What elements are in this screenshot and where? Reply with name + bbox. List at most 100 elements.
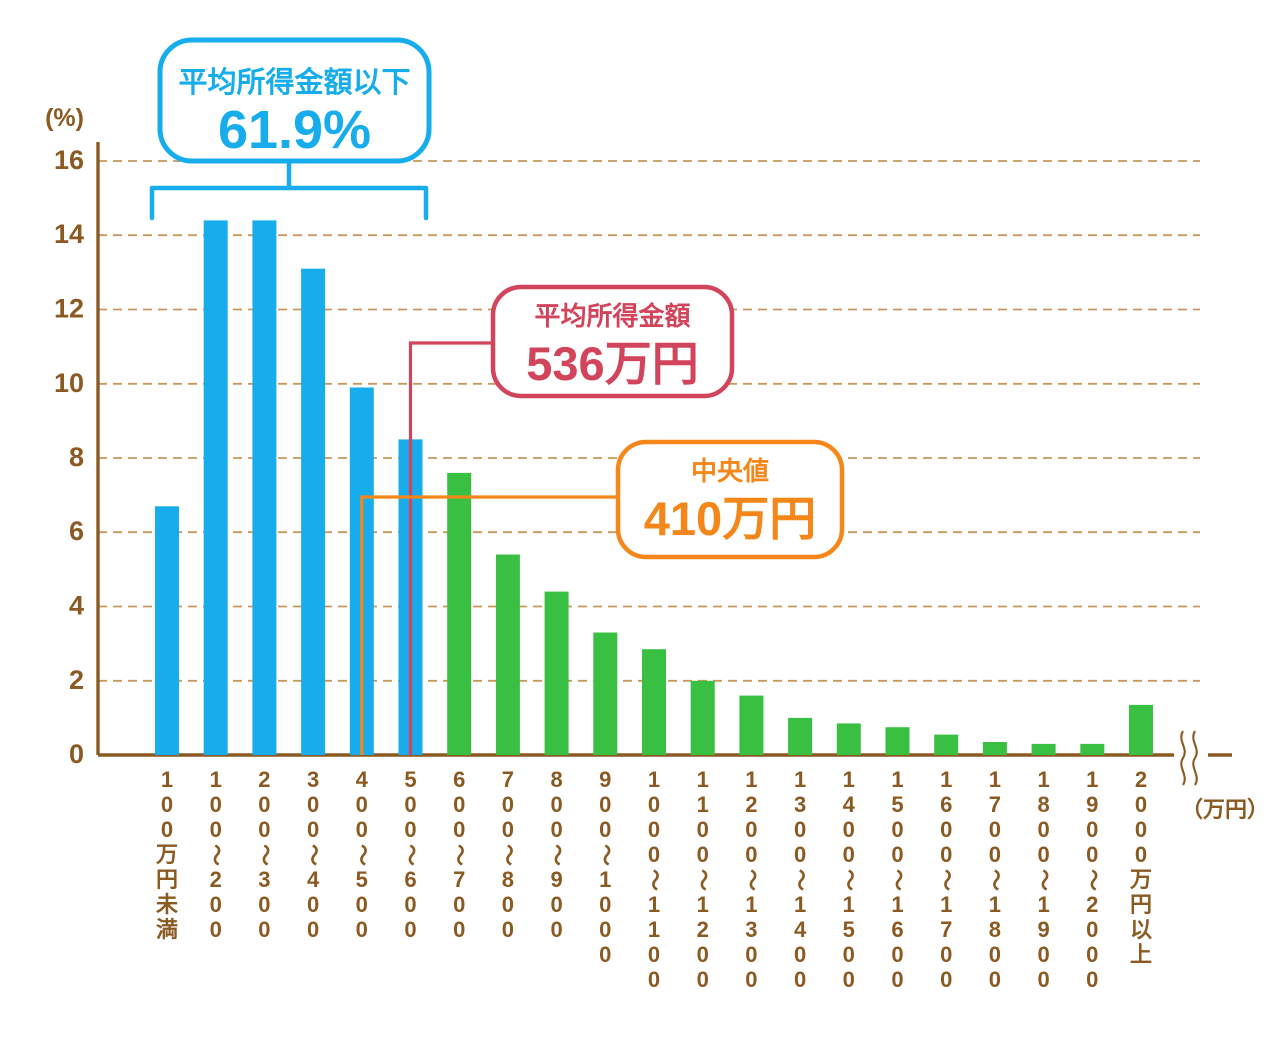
svg-text:〜: 〜 [496, 844, 521, 866]
svg-text:0: 0 [356, 917, 368, 942]
svg-text:0: 0 [940, 842, 952, 867]
svg-text:0: 0 [989, 967, 1001, 992]
svg-text:0: 0 [599, 817, 611, 842]
svg-text:未: 未 [156, 892, 178, 917]
svg-text:満: 満 [156, 917, 178, 942]
svg-text:0: 0 [502, 817, 514, 842]
svg-text:0: 0 [891, 842, 903, 867]
svg-text:〜: 〜 [447, 844, 472, 866]
svg-text:0: 0 [1037, 942, 1049, 967]
svg-text:1: 1 [989, 767, 1001, 792]
svg-text:3: 3 [258, 867, 270, 892]
svg-text:10: 10 [54, 368, 84, 398]
svg-text:5: 5 [843, 917, 855, 942]
svg-text:万: 万 [155, 842, 178, 867]
svg-text:0: 0 [989, 817, 1001, 842]
svg-text:0: 0 [648, 842, 660, 867]
svg-text:0: 0 [453, 792, 465, 817]
svg-text:平均所得金額以下: 平均所得金額以下 [178, 65, 410, 99]
svg-text:〜: 〜 [399, 844, 424, 866]
svg-text:〜: 〜 [301, 844, 326, 866]
svg-text:0: 0 [210, 792, 222, 817]
svg-text:1: 1 [940, 767, 952, 792]
svg-text:1: 1 [891, 892, 903, 917]
svg-text:1: 1 [697, 792, 709, 817]
svg-text:0: 0 [843, 817, 855, 842]
svg-text:9: 9 [599, 767, 611, 792]
svg-text:0: 0 [307, 917, 319, 942]
svg-text:0: 0 [648, 942, 660, 967]
svg-text:〜: 〜 [204, 844, 229, 866]
svg-text:〜: 〜 [739, 869, 764, 891]
svg-text:0: 0 [697, 842, 709, 867]
svg-text:6: 6 [891, 917, 903, 942]
svg-text:〜: 〜 [545, 844, 570, 866]
svg-text:0: 0 [745, 842, 757, 867]
svg-text:0: 0 [648, 792, 660, 817]
svg-text:0: 0 [453, 917, 465, 942]
svg-text:0: 0 [453, 892, 465, 917]
svg-text:7: 7 [502, 767, 514, 792]
svg-text:6: 6 [404, 867, 416, 892]
svg-text:〜: 〜 [1080, 869, 1105, 891]
svg-text:0: 0 [210, 817, 222, 842]
svg-text:1: 1 [1037, 767, 1049, 792]
svg-text:0: 0 [210, 892, 222, 917]
svg-text:0: 0 [697, 942, 709, 967]
svg-text:0: 0 [599, 892, 611, 917]
svg-text:〜: 〜 [934, 869, 959, 891]
svg-text:〜: 〜 [788, 869, 813, 891]
svg-text:0: 0 [843, 942, 855, 967]
svg-text:0: 0 [940, 942, 952, 967]
svg-text:3: 3 [745, 917, 757, 942]
svg-text:1: 1 [648, 917, 660, 942]
svg-text:0: 0 [404, 792, 416, 817]
svg-text:0: 0 [69, 739, 84, 769]
svg-text:0: 0 [356, 892, 368, 917]
svg-text:1: 1 [599, 867, 611, 892]
svg-text:410万円: 410万円 [644, 492, 816, 545]
svg-text:万: 万 [1129, 867, 1152, 892]
svg-text:1: 1 [648, 892, 660, 917]
svg-text:1: 1 [745, 767, 757, 792]
svg-text:8: 8 [69, 442, 84, 472]
svg-text:〜: 〜 [837, 869, 862, 891]
svg-text:3: 3 [794, 792, 806, 817]
svg-text:0: 0 [1037, 967, 1049, 992]
svg-text:1: 1 [843, 767, 855, 792]
svg-text:0: 0 [1135, 792, 1147, 817]
svg-text:0: 0 [794, 842, 806, 867]
svg-text:0: 0 [940, 817, 952, 842]
svg-text:0: 0 [356, 792, 368, 817]
svg-text:1: 1 [1037, 892, 1049, 917]
svg-text:0: 0 [745, 817, 757, 842]
svg-text:〜: 〜 [593, 844, 618, 866]
svg-text:0: 0 [550, 817, 562, 842]
svg-text:〜: 〜 [252, 844, 277, 866]
svg-text:0: 0 [843, 967, 855, 992]
svg-text:以: 以 [1130, 917, 1152, 942]
svg-text:0: 0 [648, 817, 660, 842]
svg-text:2: 2 [1086, 892, 1098, 917]
svg-text:中央値: 中央値 [691, 456, 769, 486]
svg-text:1: 1 [745, 892, 757, 917]
svg-text:0: 0 [1135, 817, 1147, 842]
svg-text:0: 0 [891, 942, 903, 967]
svg-text:5: 5 [404, 767, 416, 792]
svg-text:0: 0 [891, 817, 903, 842]
svg-text:2: 2 [745, 792, 757, 817]
svg-text:0: 0 [453, 817, 465, 842]
svg-text:(%): (%) [45, 104, 84, 132]
svg-text:1: 1 [210, 767, 222, 792]
svg-text:0: 0 [258, 792, 270, 817]
svg-text:0: 0 [502, 892, 514, 917]
svg-text:1: 1 [989, 892, 1001, 917]
svg-text:0: 0 [404, 892, 416, 917]
svg-text:0: 0 [1086, 917, 1098, 942]
svg-text:〜: 〜 [691, 869, 716, 891]
svg-text:4: 4 [794, 917, 807, 942]
svg-text:1: 1 [843, 892, 855, 917]
svg-text:8: 8 [502, 867, 514, 892]
svg-text:平均所得金額: 平均所得金額 [534, 301, 690, 331]
svg-text:1: 1 [697, 767, 709, 792]
